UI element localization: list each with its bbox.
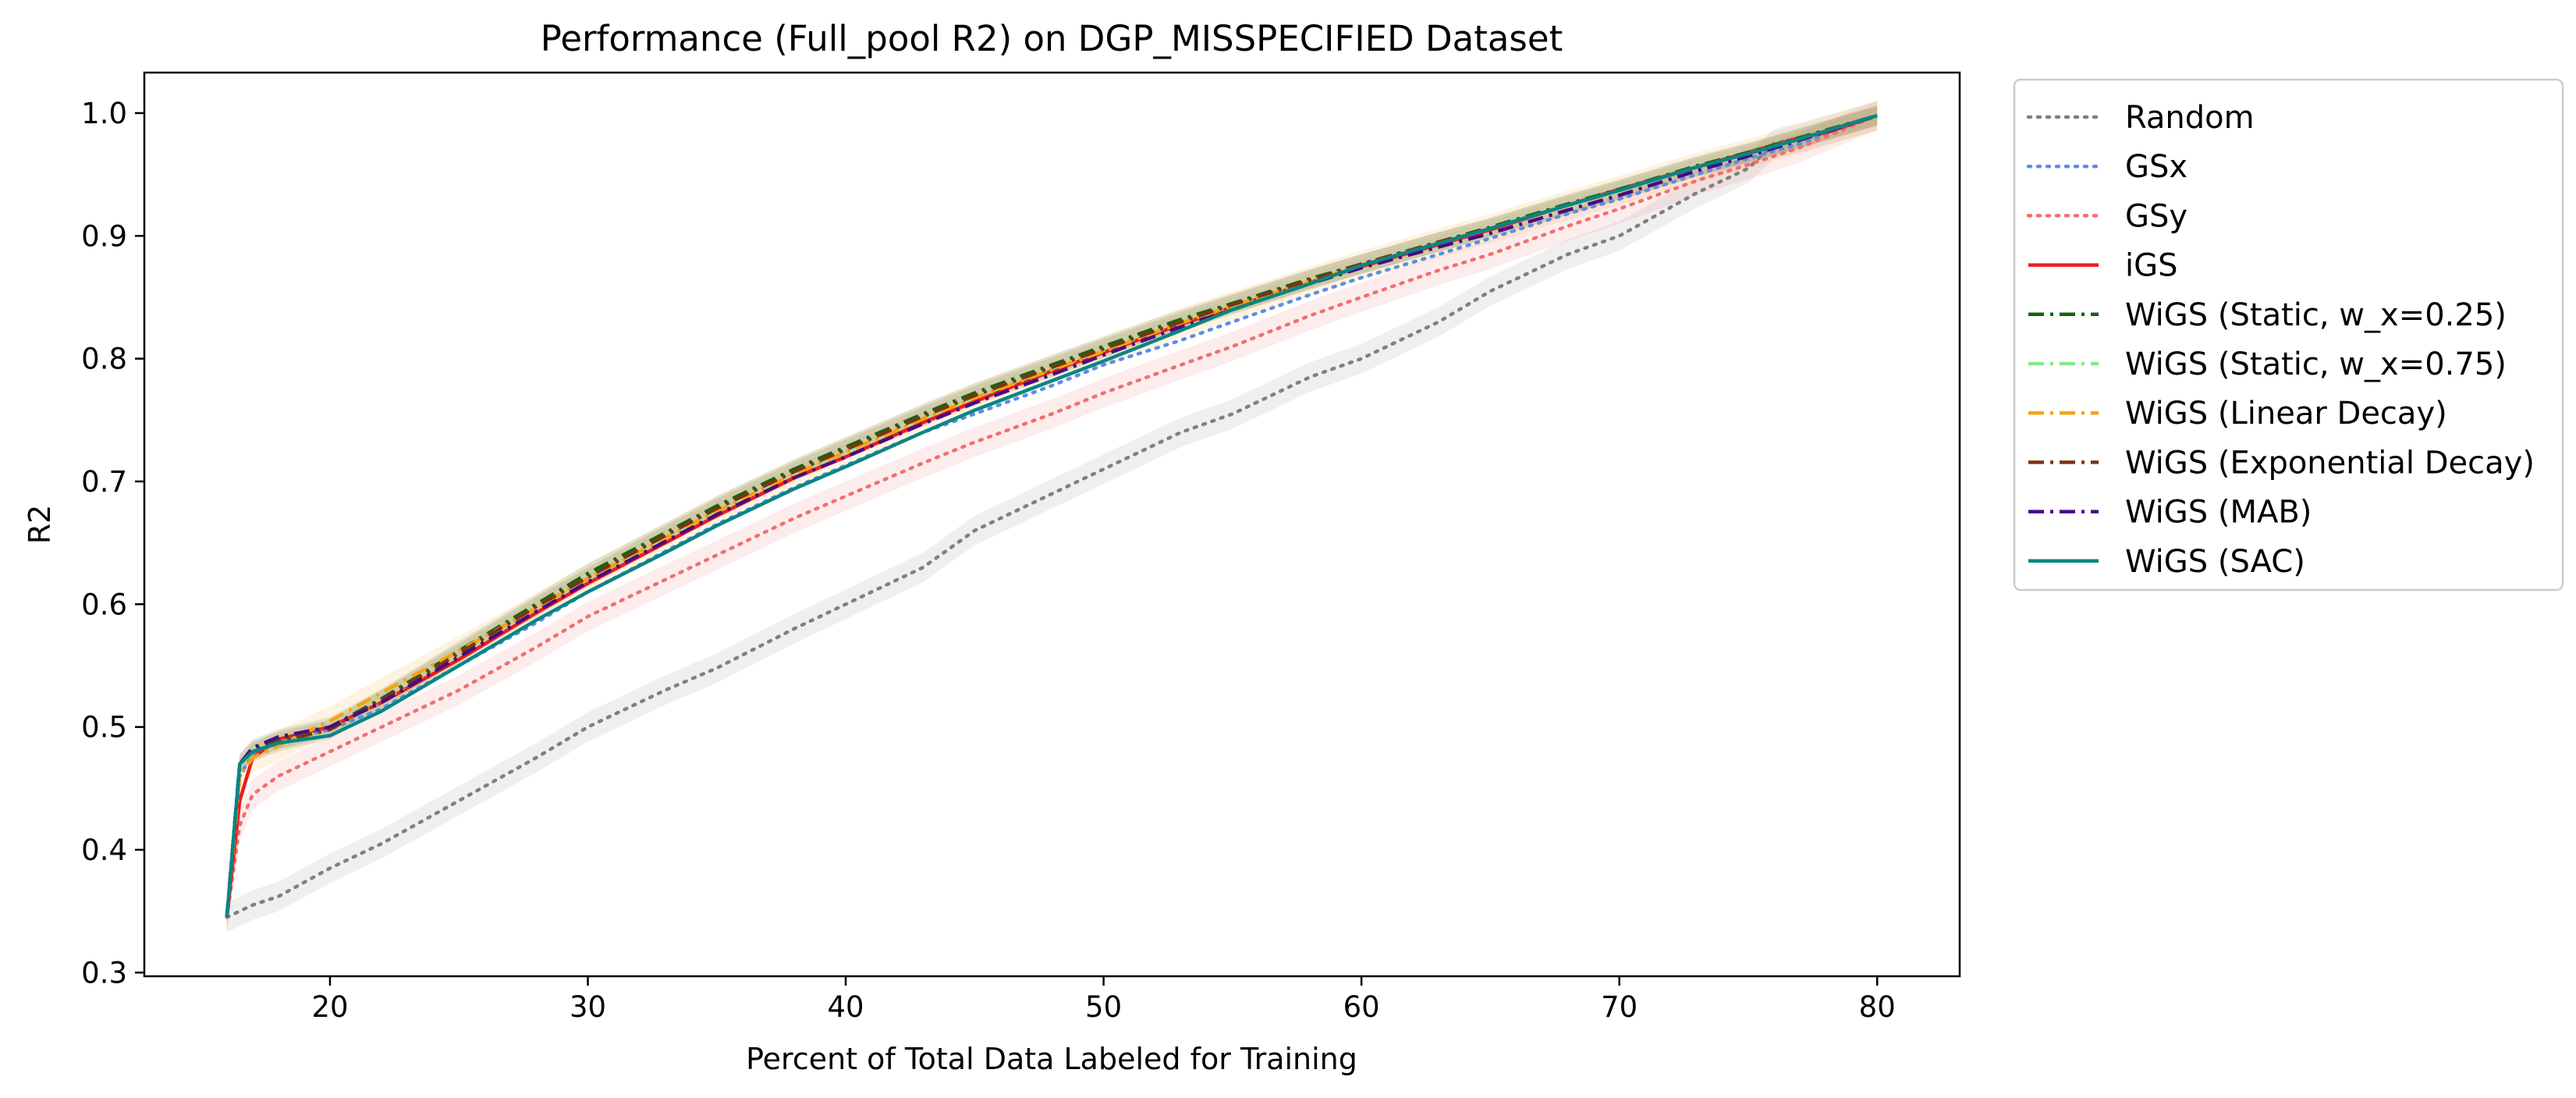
legend-label-wigs-mab: WiGS (MAB) [2125,495,2312,531]
series-line-gsx [225,113,1879,919]
y-tick-label: 0.4 [81,833,127,867]
x-axis: 20 30 40 50 60 70 80 [311,976,1896,1024]
x-tick-label: 60 [1343,990,1380,1024]
legend-label-wigs-exponential-decay: WiGS (Exponential Decay) [2125,445,2535,481]
y-tick-label: 0.8 [81,343,127,376]
y-tick-label: 0.7 [81,465,127,499]
series-line-wigs-mab [225,113,1878,918]
legend-label-igs: iGS [2125,248,2178,284]
legend-label-gsy: GSy [2125,198,2187,234]
y-tick-label: 1.0 [81,97,127,130]
y-tick-label: 0.5 [81,711,127,744]
legend-label-random: Random [2125,100,2255,136]
legend-label-wigs-linear-decay: WiGS (Linear Decay) [2125,396,2447,432]
series-line-wigs-sac [225,113,1878,918]
series-line-gsy [225,113,1879,919]
legend-label-wigs-static-w-x-0-75: WiGS (Static, w_x=0.75) [2125,346,2507,382]
x-axis-label: Percent of Total Data Labeled for Traini… [746,1042,1357,1076]
legend-label-wigs-static-w-x-0-25: WiGS (Static, w_x=0.25) [2125,297,2507,333]
legend-box [2013,78,2564,592]
legend-label-wigs-sac: WiGS (SAC) [2125,544,2305,580]
band-random [226,101,1878,933]
chart-title: Performance (Full_pool R2) on DGP_MISSPE… [541,18,1563,59]
x-tick-label: 30 [569,990,606,1024]
y-axis: 0.3 0.4 0.5 0.6 0.7 0.8 0.9 1.0 [81,97,144,990]
x-tick-label: 20 [311,990,348,1024]
y-axis-label: R2 [23,505,57,545]
legend: Random GSx GSy iGS WiGS (Static, w_x=0.25) Wi… [2013,78,2564,592]
plot-area-frame [143,71,1961,978]
series-line-random [225,113,1879,919]
y-tick-label: 0.3 [81,956,127,990]
x-tick-label: 40 [828,990,864,1024]
legend-label-gsx: GSx [2125,149,2187,185]
x-tick-label: 80 [1859,990,1896,1024]
x-tick-label: 70 [1601,990,1637,1024]
y-tick-label: 0.6 [81,588,127,621]
x-tick-label: 50 [1085,990,1122,1024]
y-tick-label: 0.9 [81,219,127,253]
series-lines [225,113,1879,919]
